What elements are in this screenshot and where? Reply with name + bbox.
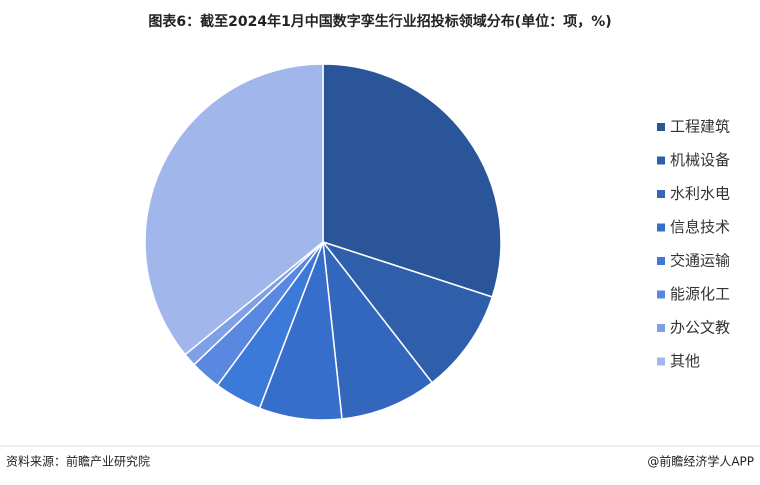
legend-label: 交通运输: [670, 252, 730, 270]
pie-slice: [321, 239, 434, 420]
legend-swatch: [657, 357, 665, 366]
pie-slice: [322, 63, 502, 298]
legend-label: 水利水电: [670, 185, 730, 203]
legend-swatch: [657, 190, 665, 198]
legend-swatch: [657, 123, 665, 131]
legend-swatch: [657, 324, 665, 332]
pie-slice: [144, 63, 324, 356]
legend-label: 机械设备: [670, 151, 730, 169]
legend-label: 信息技术: [670, 218, 730, 236]
legend-label: 工程建筑: [670, 118, 730, 136]
legend-swatch: [657, 156, 665, 165]
legend-swatch: [657, 290, 665, 299]
legend-swatch: [657, 223, 665, 232]
legend-label: 其他: [670, 352, 700, 370]
chart-title: 图表6：截至2024年1月中国数字孪生行业招投标领域分布(单位：项，%): [148, 13, 611, 30]
legend-label: 能源化工: [670, 285, 730, 303]
source: 资料来源：前瞻产业研究院: [6, 454, 150, 469]
credit: @前瞻经济学人APP: [647, 454, 754, 469]
pie-slice: [320, 240, 494, 384]
legend-label: 办公文教: [670, 319, 730, 337]
legend-swatch: [657, 257, 665, 265]
